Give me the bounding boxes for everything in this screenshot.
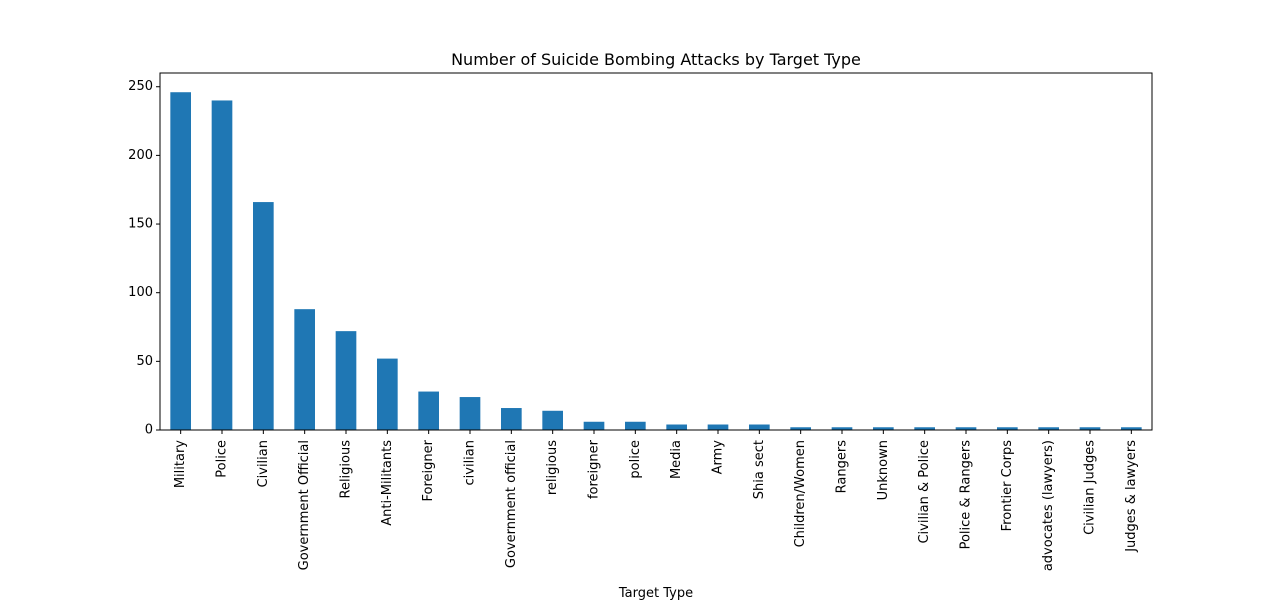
x-tick-label: Police & Rangers [959,440,974,550]
x-tick-label: Government official [504,440,519,568]
x-axis-title: Target Type [618,586,693,601]
bar-anti-militants [377,358,398,430]
x-tick-label: Judges & lawyers [1124,440,1139,553]
bar-government-official [294,309,315,430]
y-tick-label: 100 [128,285,153,300]
plot-frame [159,72,1153,431]
x-tick-label: Frontier Corps [1000,440,1015,532]
bar-civilian [459,397,481,430]
bar-shia-sect [749,424,770,430]
bar-civilian [253,202,274,430]
x-tick-label: Civilian Judges [1083,440,1098,535]
x-tick-label: Rangers [835,440,850,494]
bar-military [170,92,191,430]
x-tick-label: Anti-Militants [380,440,395,526]
bar-children-women [790,427,811,430]
x-tick-label: foreigner [587,439,602,499]
bar-army [707,424,729,430]
bar-advocates-lawyers [1038,427,1059,430]
x-tick-label: Religious [339,440,354,499]
bar-civilian-judges [1079,427,1101,430]
x-tick-label: civilian [463,440,478,486]
x-tick-label: religious [545,440,560,495]
x-tick-label: Foreigner [421,439,436,501]
bar-judges-lawyers [1121,427,1142,430]
y-tick-label: 250 [128,79,153,94]
x-tick-label: Children/Women [793,440,808,547]
bar-foreigner [418,391,439,430]
bars-group [170,92,1142,430]
y-axis: 0 50 100 150 200 250 [128,79,160,438]
bar-frontier-corps [997,427,1018,430]
x-tick-label: Military [173,440,188,488]
y-tick-label: 0 [145,423,153,438]
bar-religious [542,410,563,430]
x-tick-label: Unknown [876,440,891,500]
x-tick-label: Government Official [297,440,312,570]
bar-religious [335,331,357,430]
bar-police [211,100,233,430]
x-tick-label: Shia sect [752,440,767,499]
x-axis: Military Police Civilian Government Officia… [173,430,1139,571]
y-tick-label: 50 [136,354,153,369]
x-tick-label: Police [215,440,230,478]
bar-media [666,424,687,430]
x-tick-label: Media [669,440,684,479]
bar-unknown [873,427,894,430]
bar-police [625,421,646,430]
x-tick-label: Civilian & Police [917,440,932,544]
bar-civilian-police [914,427,935,430]
bar-foreigner [583,421,605,430]
x-tick-label: police [628,440,643,479]
bar-rangers [831,427,853,430]
bar-government-official [501,408,522,430]
x-tick-label: Civilian [256,440,271,487]
chart-title: Number of Suicide Bombing Attacks by Tar… [451,50,861,69]
x-tick-label: Army [711,440,726,475]
bar-police-rangers [955,427,977,430]
y-tick-label: 150 [128,217,153,232]
y-tick-label: 200 [128,148,153,163]
x-tick-label: advocates (lawyers) [1041,440,1056,571]
